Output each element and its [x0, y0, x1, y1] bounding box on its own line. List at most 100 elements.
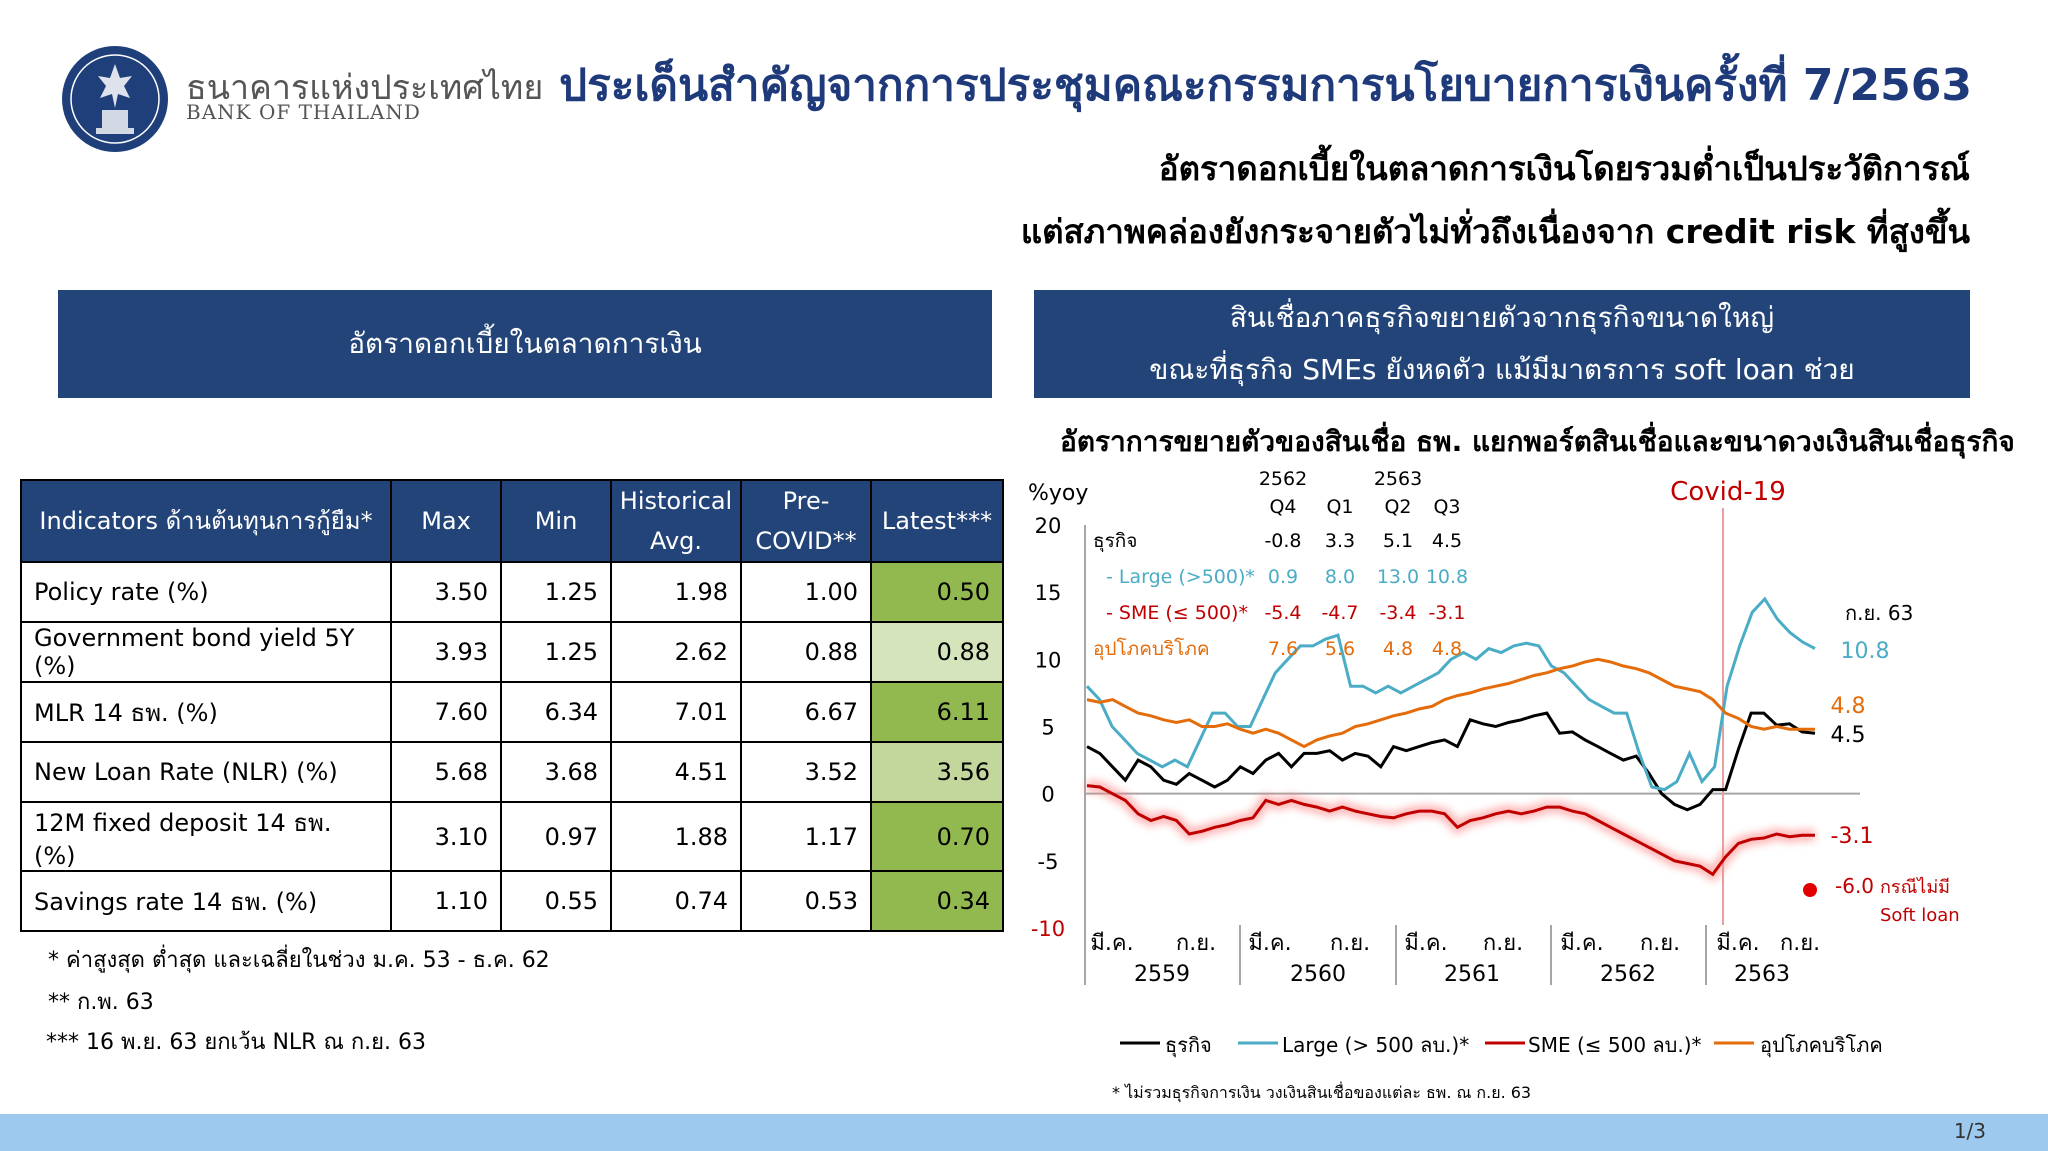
inset-quarter-label: Q1: [1326, 496, 1353, 518]
x-tick-label: ก.ย.: [1640, 931, 1680, 956]
inset-row-large-value: 8.0: [1325, 566, 1355, 588]
legend-entry: อุปโภคบริโภค: [1760, 1033, 1883, 1058]
table-note-2: ** ก.พ. 63: [48, 990, 154, 1015]
covid-annotation: Covid-19: [1670, 477, 1786, 507]
inset-row-consumer-value: 4.8: [1383, 638, 1413, 660]
inset-row-business-value: 3.3: [1325, 530, 1355, 552]
x-tick-label: ก.ย.: [1330, 931, 1370, 956]
inset-row-business-value: 5.1: [1383, 530, 1413, 552]
org-name-thai: ธนาคารแห่งประเทศไทย: [186, 68, 544, 108]
page-subtitle-2: แต่สภาพคล่องยังกระจายตัวไม่ทั่วถึงเนื่อง…: [1020, 212, 1970, 251]
cell-latest: 0.50: [870, 561, 1004, 623]
inset-row-sme-value: -4.7: [1321, 602, 1358, 624]
inset-row-sme-value: -3.4: [1379, 602, 1416, 624]
table-header-row: Indicators ด้านต้นทุนการกู้ยืม* Max Min …: [20, 479, 1004, 563]
cell-latest: 0.34: [870, 870, 1004, 932]
row-label: Savings rate 14 ธพ. (%): [20, 870, 392, 932]
legend-entry: ธุรกิจ: [1165, 1033, 1212, 1058]
page-number: 1/3: [1953, 1119, 1986, 1143]
header-latest: Latest***: [870, 479, 1004, 563]
inset-row-large-value: 10.8: [1426, 566, 1468, 588]
page-title: ประเด็นสำคัญจากการประชุมคณะกรรมการนโยบาย…: [559, 60, 1972, 111]
cell-min: 6.34: [500, 681, 612, 743]
inset-row-business-value: 4.5: [1432, 530, 1462, 552]
row-label: 12M fixed deposit 14 ธพ. (%): [20, 801, 392, 872]
inset-row-consumer-value: 7.6: [1268, 638, 1298, 660]
row-label: New Loan Rate (NLR) (%): [20, 741, 392, 803]
cell-max: 3.50: [390, 561, 502, 623]
inset-quarter-label: Q2: [1384, 496, 1411, 518]
x-tick-label: ก.ย.: [1483, 931, 1523, 956]
inset-year-2563: 2563: [1374, 468, 1422, 490]
sme-no-softloan-note-2: Soft loan: [1880, 905, 1960, 926]
header-indicators: Indicators ด้านต้นทุนการกู้ยืม*: [20, 479, 392, 563]
legend-entry: SME (≤ 500 ลบ.)*: [1528, 1033, 1702, 1057]
y-tick-label: 5: [1041, 716, 1054, 740]
x-tick-label: มี.ค.: [1716, 931, 1759, 956]
x-year-label: 2562: [1600, 962, 1656, 987]
cell-latest: 6.11: [870, 681, 1004, 743]
table-note-1: * ค่าสูงสุด ต่ำสุด และเฉลี่ยในช่วง ม.ค. …: [48, 948, 550, 973]
cell-max: 3.93: [390, 621, 502, 683]
y-tick-label: -10: [1031, 917, 1065, 941]
inset-row-consumer-value: 4.8: [1432, 638, 1462, 660]
cell-avg: 2.62: [610, 621, 742, 683]
end-label-consumer: 4.8: [1831, 694, 1866, 719]
cell-pre-covid: 6.67: [740, 681, 872, 743]
row-label: Government bond yield 5Y (%): [20, 621, 392, 683]
cell-latest: 0.70: [870, 801, 1004, 872]
sme-no-softloan-note-1: กรณีไม่มี: [1880, 876, 1950, 898]
table-body: Policy rate (%) 3.50 1.25 1.98 1.00 0.50 Gover…: [20, 561, 1004, 932]
indicators-table: Indicators ด้านต้นทุนการกู้ยืม* Max Min …: [20, 479, 1004, 932]
cell-max: 3.10: [390, 801, 502, 872]
bank-logo: [62, 46, 168, 152]
org-name-english: BANK OF THAILAND: [186, 100, 421, 124]
cell-max: 5.68: [390, 741, 502, 803]
consumer-line: [1086, 657, 1815, 749]
header-min: Min: [500, 479, 612, 563]
y-tick-label: 10: [1035, 648, 1062, 672]
cell-avg: 1.98: [610, 561, 742, 623]
row-label: Policy rate (%): [20, 561, 392, 623]
inset-row-sme-label: - SME (≤ 500)*: [1106, 602, 1248, 624]
cell-min: 0.97: [500, 801, 612, 872]
header-historical-avg: Historical Avg.: [610, 479, 742, 563]
x-year-label: 2559: [1134, 962, 1190, 987]
header-pre-covid: Pre-COVID**: [740, 479, 872, 563]
chart-footnote: * ไม่รวมธุรกิจการเงิน วงเงินสินเชื่อของแ…: [1112, 1081, 1531, 1103]
footer-bar: [0, 1114, 2048, 1151]
table-row: MLR 14 ธพ. (%) 7.60 6.34 7.01 6.67 6.11: [20, 681, 1004, 743]
x-tick-label: มี.ค.: [1248, 931, 1291, 956]
cell-pre-covid: 0.88: [740, 621, 872, 683]
left-banner-text: อัตราดอกเบี้ยในตลาดการเงิน: [348, 327, 702, 360]
inset-row-business-value: -0.8: [1264, 530, 1301, 552]
right-banner-line-1: สินเชื่อภาคธุรกิจขยายตัวจากธุรกิจขนาดใหญ…: [1229, 301, 1775, 334]
x-tick-label: ก.ย.: [1176, 931, 1216, 956]
y-tick-label: 20: [1035, 514, 1062, 538]
y-tick-label: 0: [1041, 783, 1054, 807]
inset-row-business-label: ธุรกิจ: [1093, 530, 1137, 553]
inset-row-sme-value: -5.4: [1264, 602, 1301, 624]
cell-avg: 4.51: [610, 741, 742, 803]
end-label-sme-no-softloan: -6.0: [1835, 874, 1874, 898]
inset-row-large-value: 0.9: [1268, 566, 1298, 588]
end-label-large: 10.8: [1841, 639, 1890, 664]
cell-pre-covid: 1.00: [740, 561, 872, 623]
inset-row-consumer-label: อุปโภคบริโภค: [1093, 637, 1210, 661]
table-row: Savings rate 14 ธพ. (%) 1.10 0.55 0.74 0.53 0…: [20, 870, 1004, 932]
x-year-label: 2561: [1444, 962, 1500, 987]
cell-latest: 0.88: [870, 621, 1004, 683]
inset-row-consumer-value: 5.6: [1325, 638, 1355, 660]
sme-no-softloan-marker: [1803, 883, 1817, 897]
y-tick-label: -5: [1038, 850, 1059, 874]
end-label-sme: -3.1: [1831, 824, 1874, 849]
right-banner-line-2: ขณะที่ธุรกิจ SMEs ยังหดตัว แม้มีมาตรการ …: [1149, 353, 1855, 386]
end-label-business: 4.5: [1831, 723, 1866, 748]
cell-avg: 7.01: [610, 681, 742, 743]
legend-entry: Large (> 500 ลบ.)*: [1282, 1033, 1469, 1057]
x-tick-label: มี.ค.: [1404, 931, 1447, 956]
page-subtitle-1: อัตราดอกเบี้ยในตลาดการเงินโดยรวมต่ำเป็นป…: [1158, 149, 1970, 188]
x-tick-label: มี.ค.: [1560, 931, 1603, 956]
cell-pre-covid: 3.52: [740, 741, 872, 803]
end-label-month: ก.ย. 63: [1845, 601, 1913, 625]
